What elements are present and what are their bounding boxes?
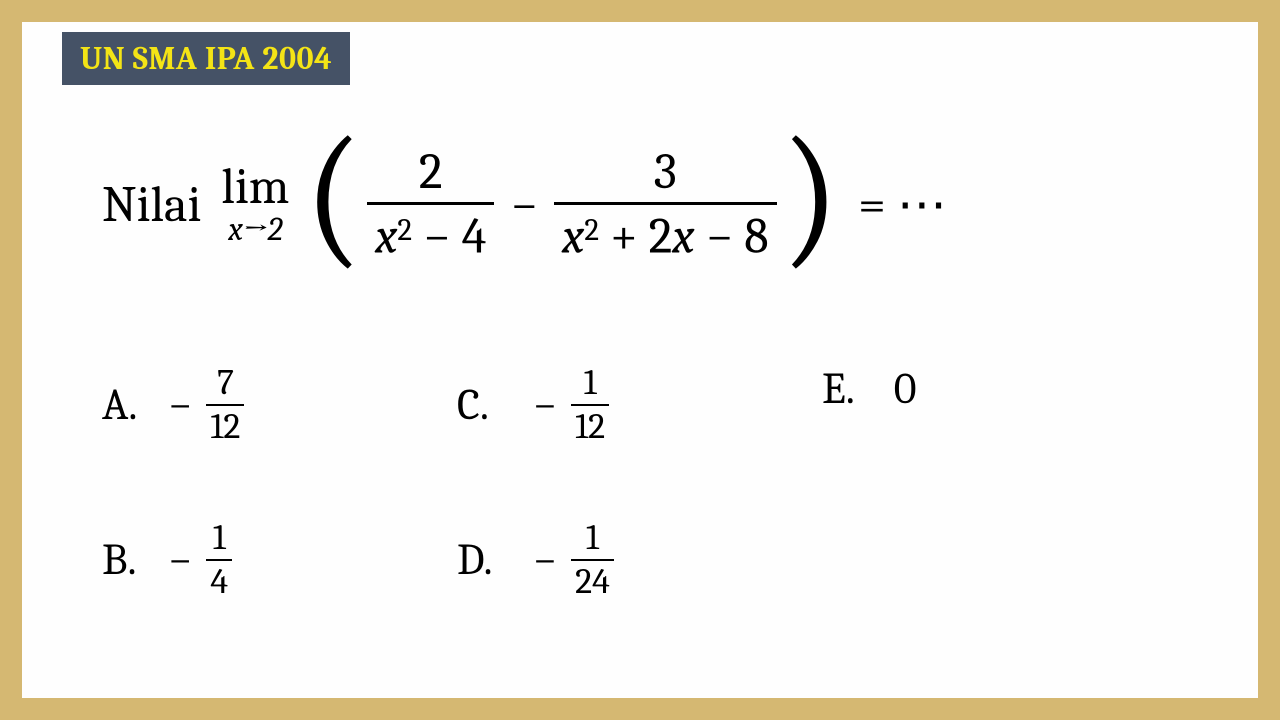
frac2-rest: − 8 (695, 208, 769, 266)
option-c-label: C. (457, 379, 519, 430)
frac1-rest: − 4 (412, 208, 486, 266)
option-c-num: 1 (580, 364, 601, 402)
source-badge: UN SMA IPA 2004 (62, 32, 350, 85)
paren-close: ) (781, 134, 841, 259)
answer-options: A. − 7 12 C. − 1 12 E. (102, 327, 1222, 637)
limit-var: x (228, 211, 243, 249)
option-a-den: 12 (206, 408, 244, 446)
option-e: E. 0 (822, 363, 916, 414)
option-c-sign: − (533, 379, 557, 430)
option-a-fraction: 7 12 (206, 364, 244, 446)
option-e-value: 0 (894, 363, 917, 414)
frac1-bar (367, 202, 494, 205)
option-b-sign: − (168, 534, 192, 585)
minus-operator: − (510, 176, 538, 234)
limit-symbol: lim (221, 162, 289, 212)
option-b-den: 4 (206, 563, 232, 601)
paren-open: ( (303, 134, 363, 259)
option-a-label: A. (102, 379, 164, 430)
frac2-sup: 2 (584, 212, 599, 248)
frac1-numerator: 2 (411, 145, 451, 199)
frac1-var: x (375, 208, 397, 266)
option-d-num: 1 (582, 519, 603, 557)
option-a-sign: − (168, 379, 192, 430)
option-b-num: 1 (209, 519, 230, 557)
prefix-text: Nilai (102, 176, 201, 234)
equals-ellipsis: = ⋯ (858, 175, 947, 234)
option-d-fraction: 1 24 (571, 519, 614, 601)
frac2-bar (554, 202, 777, 205)
option-d-sign: − (533, 534, 557, 585)
question-expression: Nilai lim x→2 ( 2 x2 − 4 − 3 x2 (102, 117, 1222, 292)
option-d: D. − 1 24 (457, 519, 822, 601)
option-c-fraction: 1 12 (571, 364, 609, 446)
frac2-var2: x (672, 208, 694, 266)
option-b-fraction: 1 4 (206, 519, 232, 601)
option-a: A. − 7 12 (102, 364, 457, 446)
frac1-denominator: x2 − 4 (367, 208, 494, 264)
frac1-sup: 2 (397, 212, 412, 248)
frac2-var1: x (562, 208, 584, 266)
frac2-numerator: 3 (646, 145, 685, 199)
option-e-label: E. (822, 363, 884, 414)
limit-subscript: x→2 (228, 214, 282, 247)
fraction-2: 3 x2 + 2x − 8 (554, 145, 777, 264)
frac2-mid: + 2 (599, 208, 672, 266)
option-b-label: B. (102, 534, 164, 585)
option-d-den: 24 (571, 563, 614, 601)
option-a-num: 7 (213, 364, 238, 402)
option-c-den: 12 (571, 408, 609, 446)
limit-arrow: → (243, 211, 268, 249)
limit-target: 2 (268, 211, 283, 249)
option-b: B. − 1 4 (102, 519, 457, 601)
limit: lim x→2 (221, 162, 289, 247)
option-d-label: D. (457, 534, 519, 585)
frac2-denominator: x2 + 2x − 8 (554, 208, 777, 264)
fraction-1: 2 x2 − 4 (367, 145, 494, 264)
option-c: C. − 1 12 (457, 364, 822, 446)
page: UN SMA IPA 2004 Nilai lim x→2 ( 2 x2 − 4… (22, 22, 1258, 698)
